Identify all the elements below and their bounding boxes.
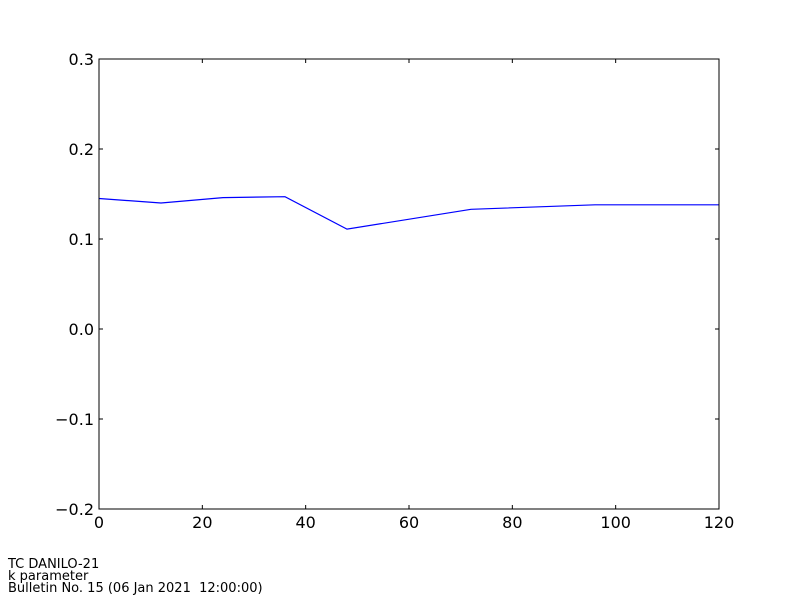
footer-parameter: k parameter: [8, 569, 89, 584]
x-tick-label: 60: [399, 513, 419, 532]
footer-storm-name: TC DANILO-21: [8, 557, 100, 572]
y-tick-label: 0.0: [69, 320, 94, 339]
x-tick-label: 20: [192, 513, 212, 532]
plot-frame: [98, 58, 720, 510]
x-tick-label: 120: [704, 513, 735, 532]
series-line: [98, 196, 719, 230]
x-tick-label: 100: [600, 513, 631, 532]
y-tick-label: −0.2: [55, 500, 94, 519]
y-tick-label: −0.1: [55, 410, 94, 429]
x-tick-label: 80: [502, 513, 522, 532]
y-tick-label: 0.2: [69, 140, 94, 159]
y-tick-label: 0.1: [69, 230, 94, 249]
x-tick-label: 0: [94, 513, 104, 532]
footer-bulletin: Bulletin No. 15 (06 Jan 2021 12:00:00): [8, 581, 263, 596]
y-tick-label: 0.3: [69, 50, 94, 69]
x-tick-label: 40: [295, 513, 315, 532]
